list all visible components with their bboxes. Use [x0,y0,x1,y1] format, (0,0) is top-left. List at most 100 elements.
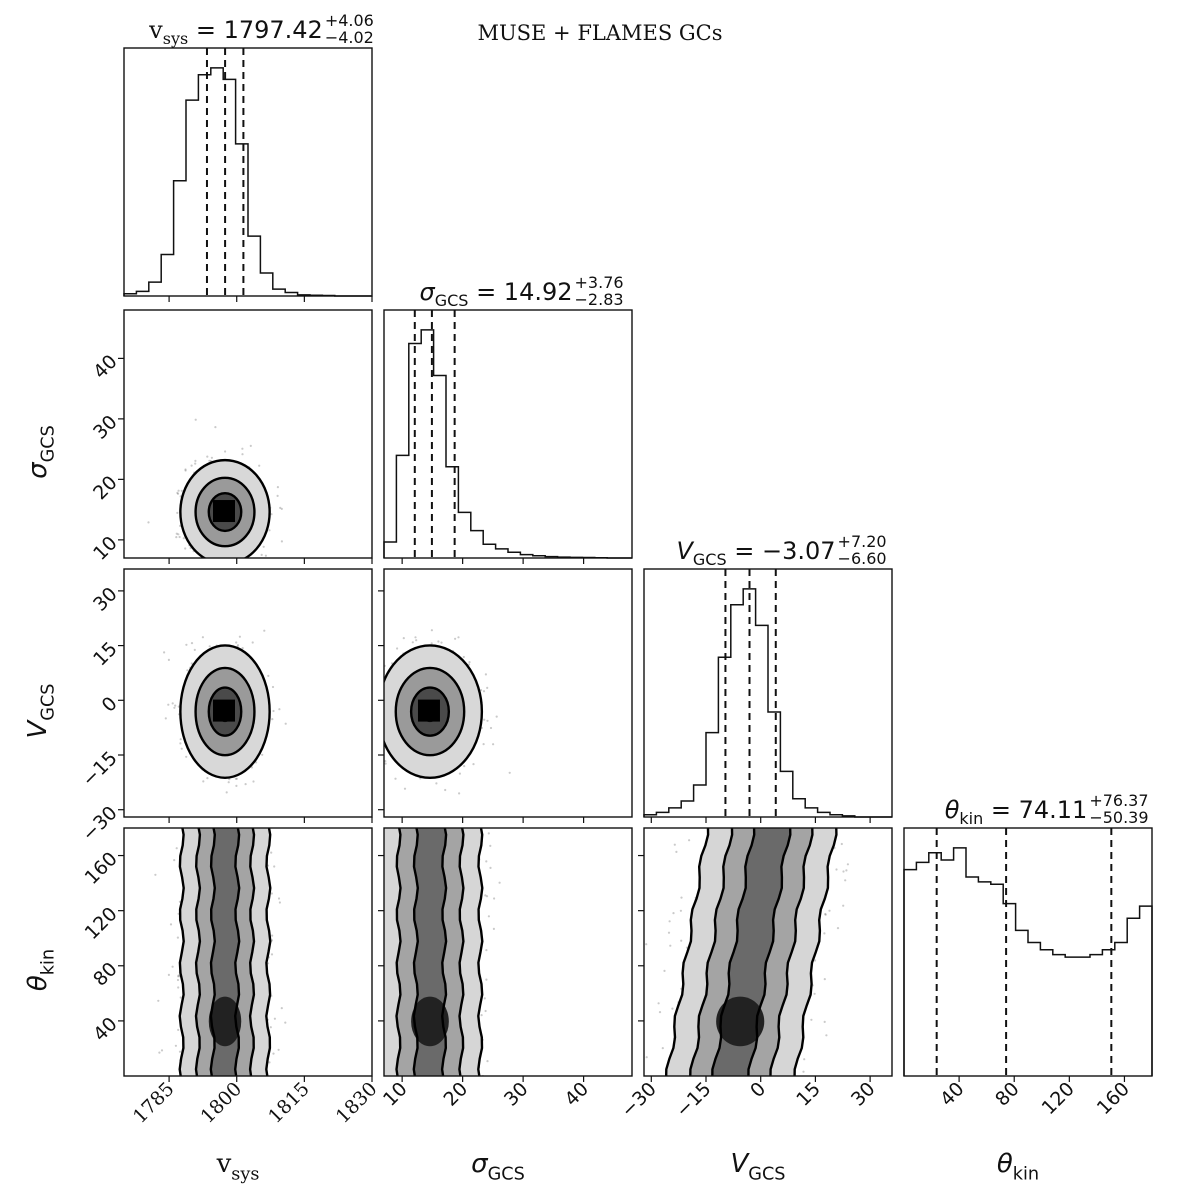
sample-point [379,941,381,943]
contour-line [179,644,271,779]
sample-point [147,521,150,524]
contour-line [409,686,451,737]
sample-point [384,762,387,765]
sample-point [224,450,227,453]
density-peak [417,699,440,722]
sample-point [480,1014,483,1017]
err-minus: −4.02 [325,28,374,47]
sample-point [440,641,443,644]
sample-point [204,564,206,566]
sample-point [280,540,283,543]
sample-point [186,669,189,672]
hist-title: VGCS = −3.07 [676,537,835,569]
sample-point [202,780,205,783]
sample-point [414,636,417,639]
contour-line [209,828,241,1076]
sample-point [271,685,275,689]
sample-point [235,777,238,780]
sample-point [380,889,382,891]
sample-point [493,897,496,900]
hist-panel-vsys: vsys = 1797.42 +4.06−4.02 [123,11,374,302]
sample-point [276,494,279,497]
sample-point [457,636,460,639]
sample-point [173,706,176,709]
sample-point [235,784,238,788]
sample-point [270,953,274,956]
err-minus: −6.60 [838,549,887,568]
sample-point [214,426,217,429]
sample-point [177,489,180,492]
sample-point [380,686,382,688]
panel-frame [643,568,893,818]
sample-point [380,693,382,695]
sample-point [227,781,230,784]
sample-point [381,721,383,723]
sample-point [269,1026,272,1029]
sample-point [273,1017,276,1020]
histogram-step [643,588,892,818]
panel-frame [383,568,633,818]
sample-point [273,865,276,868]
y-tick-label: 20 [89,472,122,505]
sample-point [468,661,471,664]
sample-point [177,975,180,978]
sample-point [255,587,257,589]
sample-point [177,986,180,989]
sample-point [263,629,266,632]
sample-point [487,915,490,918]
sample-point [241,647,244,650]
sample-point [415,639,418,642]
sample-point [487,832,490,835]
hist-title: vsys = 1797.42 [148,16,323,48]
sample-point [437,640,440,643]
sample-point [190,464,193,467]
x-tick-label: 40 [936,1078,969,1111]
sample-point [241,447,244,450]
sample-point [157,999,160,1002]
sample-point [355,986,357,988]
sample-point [173,859,176,862]
panel-frame [383,309,633,559]
sample-point [258,464,261,467]
sample-point [444,788,447,792]
sample-point [194,462,197,465]
contour-line [207,491,243,533]
sample-point [462,655,465,659]
sample-point [271,718,274,721]
pair-panel-sigmaGCS-VGCS [378,568,633,823]
sample-point [251,641,254,644]
sample-point [468,663,471,666]
sample-point [489,844,492,848]
sample-point [458,792,461,795]
sample-point [278,901,281,904]
sample-point [486,1060,489,1063]
histogram-step [903,847,1153,1076]
y-tick-label: 40 [89,351,122,384]
sample-point [250,562,252,564]
contour-line [194,828,256,1076]
err-plus: +4.06 [325,11,374,30]
sample-point [180,747,183,750]
sample-point [280,1007,283,1010]
sample-point [403,787,407,790]
sample-point [177,533,180,536]
sample-point [185,643,188,646]
contour-line [384,644,484,779]
contour-line [194,666,256,757]
x-tick-label: 1800 [197,1078,247,1128]
sample-point [268,1061,271,1064]
sample-point [508,771,511,774]
sample-point [367,956,369,958]
sample-point [208,645,211,648]
sample-point [241,453,244,456]
err-plus: +3.76 [575,273,624,292]
sample-point [377,913,379,915]
sample-point [380,865,382,867]
sample-point [485,895,489,898]
sample-point [484,894,487,897]
panel-frame [903,827,1153,1077]
sample-point [242,565,244,567]
